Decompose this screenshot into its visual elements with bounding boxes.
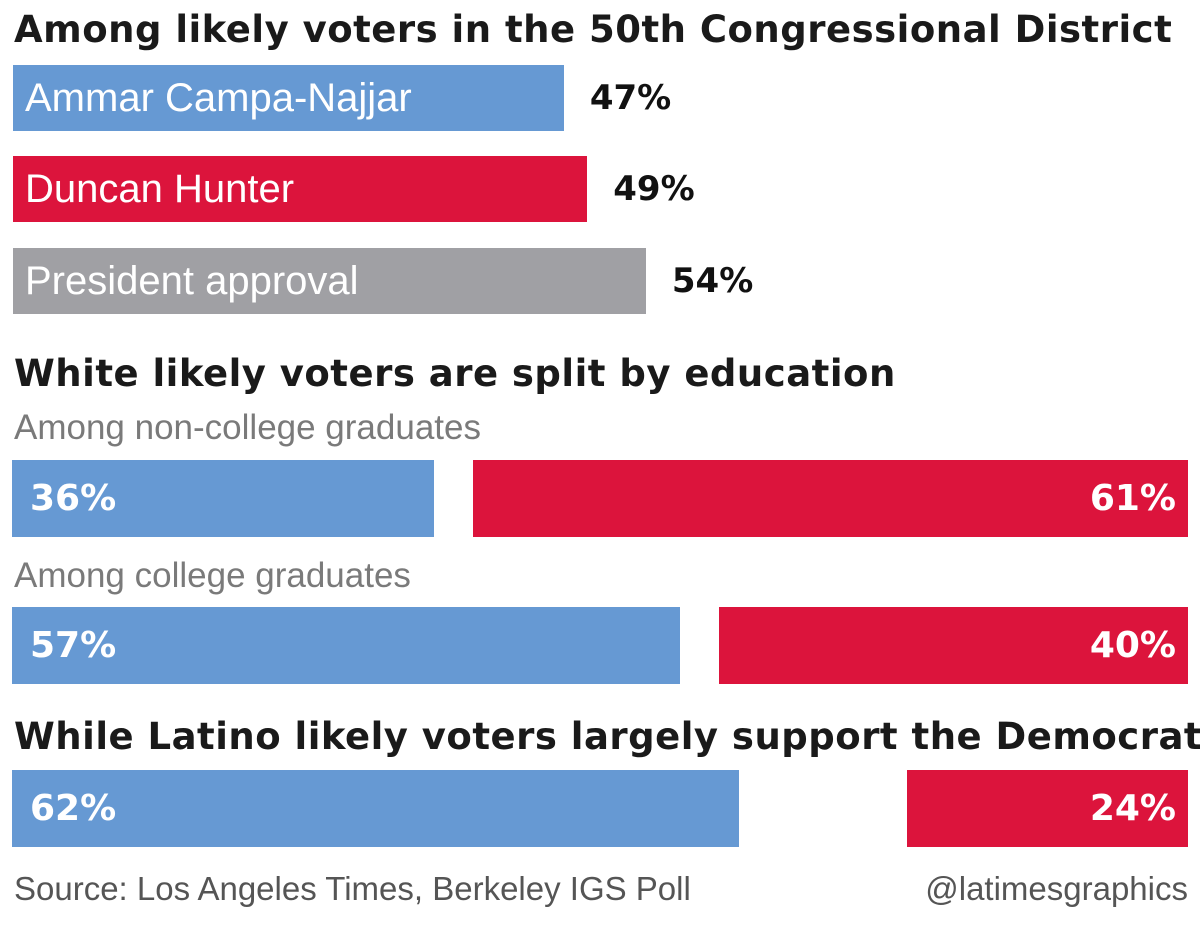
bar-dem-non-college: 36% xyxy=(12,460,434,537)
bar-president-approval: President approval xyxy=(13,248,646,314)
bar-rep-non-college: 61% xyxy=(473,460,1188,537)
bar-dem-college: 57% xyxy=(12,607,681,684)
value-label: 36% xyxy=(30,478,117,519)
value-label: 54% xyxy=(671,261,754,301)
value-label: 49% xyxy=(613,169,695,209)
bar-rep-latino: 24% xyxy=(906,770,1188,847)
value-label: 57% xyxy=(30,625,117,666)
bar-dem-latino: 62% xyxy=(12,770,739,847)
subheading-college: Among college graduates xyxy=(14,556,411,595)
value-label: 62% xyxy=(30,788,117,829)
value-label: 24% xyxy=(1089,788,1176,829)
credit-handle: @latimesgraphics xyxy=(925,870,1188,907)
value-label: 61% xyxy=(1089,478,1176,519)
subheading-non-college: Among non-college graduates xyxy=(14,408,481,447)
source-note: Source: Los Angeles Times, Berkeley IGS … xyxy=(14,870,691,907)
section2-heading: White likely voters are split by educati… xyxy=(14,352,896,395)
section1-heading: Among likely voters in the 50th Congress… xyxy=(14,8,1173,51)
bar-hunter: Duncan Hunter xyxy=(13,156,588,222)
bar-campa-najjar: Ammar Campa-Najjar xyxy=(13,65,564,131)
bar-label: President approval xyxy=(25,258,359,303)
bar-rep-college: 40% xyxy=(719,607,1188,684)
value-label: 47% xyxy=(589,78,672,118)
bar-label: Duncan Hunter xyxy=(25,166,295,211)
bar-label: Ammar Campa-Najjar xyxy=(25,75,412,120)
section3-heading: While Latino likely voters largely suppo… xyxy=(14,715,1200,758)
value-label: 40% xyxy=(1089,625,1176,666)
